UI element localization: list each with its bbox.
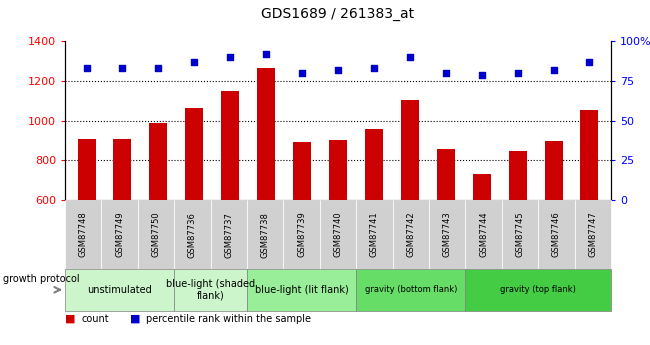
Point	[405, 55, 415, 60]
Bar	[508, 151, 526, 200]
Bar	[545, 140, 562, 200]
Point	[369, 66, 379, 71]
Bar	[473, 174, 491, 200]
Point	[441, 70, 451, 76]
Bar	[150, 123, 168, 200]
Bar	[221, 91, 239, 200]
Text: blue-light (lit flank): blue-light (lit flank)	[255, 285, 348, 295]
Text: gravity (top flank): gravity (top flank)	[500, 285, 576, 294]
Point	[225, 55, 235, 60]
Point	[153, 66, 164, 71]
Bar	[293, 141, 311, 200]
Bar	[185, 108, 203, 200]
Text: GSM87736: GSM87736	[188, 212, 197, 257]
Text: GSM87740: GSM87740	[333, 212, 343, 257]
Text: GSM87737: GSM87737	[224, 212, 233, 257]
Text: GSM87749: GSM87749	[115, 212, 124, 257]
Text: GDS1689 / 261383_at: GDS1689 / 261383_at	[261, 7, 415, 21]
Text: GSM87743: GSM87743	[443, 212, 452, 257]
Text: gravity (bottom flank): gravity (bottom flank)	[365, 285, 457, 294]
Text: count: count	[81, 314, 109, 324]
Bar	[580, 110, 599, 200]
Text: growth protocol: growth protocol	[3, 275, 80, 284]
Bar	[77, 139, 96, 200]
Bar	[437, 148, 455, 200]
Bar	[257, 68, 275, 200]
Point	[261, 51, 271, 57]
Point	[549, 67, 559, 73]
Text: percentile rank within the sample: percentile rank within the sample	[146, 314, 311, 324]
Point	[476, 72, 487, 78]
Text: GSM87745: GSM87745	[515, 212, 525, 257]
Text: GSM87738: GSM87738	[261, 212, 270, 257]
Text: GSM87747: GSM87747	[588, 212, 597, 257]
Text: ■: ■	[130, 314, 140, 324]
Text: blue-light (shaded
flank): blue-light (shaded flank)	[166, 279, 255, 300]
Text: GSM87744: GSM87744	[479, 212, 488, 257]
Point	[189, 59, 200, 65]
Point	[333, 67, 343, 73]
Text: GSM87746: GSM87746	[552, 212, 561, 257]
Point	[117, 66, 127, 71]
Bar	[329, 140, 347, 200]
Text: GSM87741: GSM87741	[370, 212, 379, 257]
Text: unstimulated: unstimulated	[87, 285, 152, 295]
Bar	[114, 139, 131, 200]
Point	[297, 70, 307, 76]
Text: GSM87739: GSM87739	[297, 212, 306, 257]
Point	[81, 66, 92, 71]
Bar	[365, 129, 383, 200]
Bar	[401, 100, 419, 200]
Point	[512, 70, 523, 76]
Text: GSM87742: GSM87742	[406, 212, 415, 257]
Point	[584, 59, 595, 65]
Text: ■: ■	[65, 314, 75, 324]
Text: GSM87748: GSM87748	[79, 212, 88, 257]
Text: GSM87750: GSM87750	[151, 212, 161, 257]
